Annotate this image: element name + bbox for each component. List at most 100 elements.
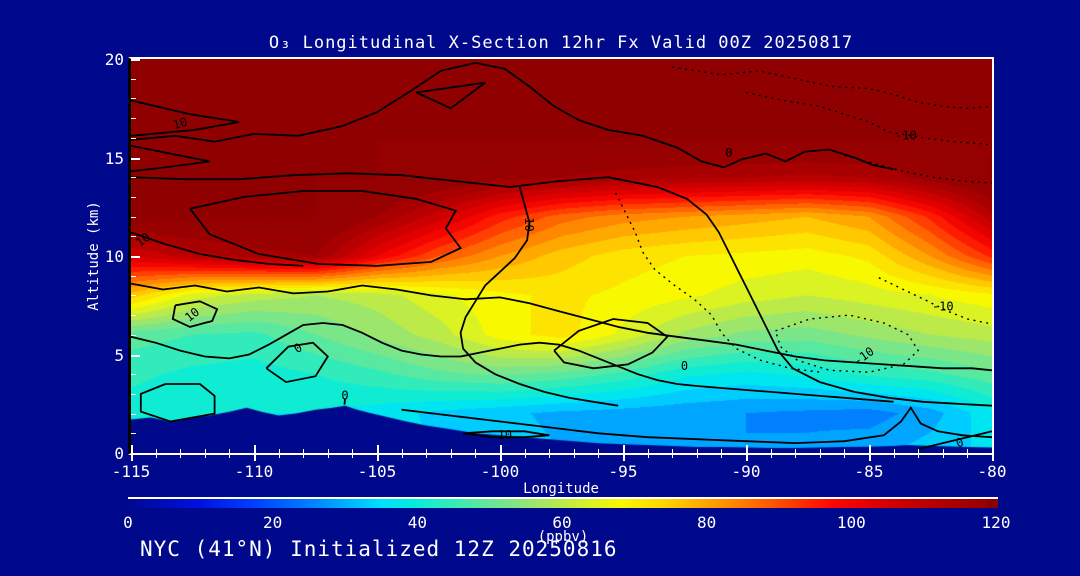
x-minor-tick — [426, 449, 428, 458]
contour-label: 0 — [341, 388, 348, 402]
x-minor-tick — [450, 449, 452, 458]
contour-label: 0 — [681, 359, 688, 373]
x-minor-tick — [819, 449, 821, 458]
contour-label: 10 — [522, 217, 536, 231]
run-info: NYC (41°N) Initialized 12Z 20250816 — [140, 537, 618, 561]
contour-label: 10 — [182, 305, 202, 325]
x-minor-tick — [721, 449, 723, 458]
contour-line-solid — [462, 430, 550, 439]
x-minor-tick — [180, 449, 182, 458]
contour-line-solid — [139, 383, 216, 423]
x-tick-label: -115 — [111, 462, 151, 481]
x-minor-tick — [204, 449, 206, 458]
x-major-tick — [500, 445, 502, 461]
y-minor-tick — [131, 295, 136, 297]
x-minor-tick — [598, 449, 600, 458]
colorbar-tick-label: 60 — [552, 513, 572, 532]
contour-line-solid — [171, 300, 219, 328]
x-minor-tick — [278, 449, 280, 458]
y-minor-tick — [131, 315, 136, 317]
x-minor-tick — [549, 449, 551, 458]
x-minor-tick — [303, 449, 305, 458]
y-minor-tick — [131, 78, 136, 80]
x-minor-tick — [475, 449, 477, 458]
colorbar-tick-label: 80 — [697, 513, 717, 532]
colorbar-tick-label: 40 — [407, 513, 427, 532]
contour-line-solid — [131, 322, 894, 403]
colorbar-unit-label: (ppbv) — [537, 529, 589, 545]
contour-label: -10 — [895, 128, 917, 142]
x-minor-tick — [401, 449, 403, 458]
contour-line-solid — [401, 406, 992, 445]
contour-line-dotted — [878, 277, 992, 326]
contour-line-solid — [131, 99, 240, 137]
x-minor-tick — [352, 449, 354, 458]
x-tick-label: -95 — [608, 462, 638, 481]
contour-line-dotted — [844, 154, 992, 184]
y-minor-tick — [131, 98, 136, 100]
contour-line-solid — [131, 144, 210, 173]
contour-line-solid — [131, 231, 304, 267]
x-tick-label: -105 — [357, 462, 397, 481]
contour-line-solid — [131, 172, 992, 407]
y-major-tick — [131, 157, 140, 160]
contour-line-solid — [553, 318, 669, 370]
x-minor-tick — [918, 449, 920, 458]
y-major-tick — [131, 354, 140, 357]
contour-label: -10 — [932, 300, 954, 314]
x-minor-tick — [647, 449, 649, 458]
contour-line-dotted — [672, 66, 992, 110]
y-minor-tick — [131, 216, 136, 218]
contour-line-dotted — [774, 314, 920, 373]
colorbar-tick-label: 100 — [836, 513, 866, 532]
y-minor-tick — [131, 236, 136, 238]
contour-label: 0 — [291, 340, 304, 356]
x-tick-label: -90 — [731, 462, 761, 481]
colorbar-tick-label: 20 — [263, 513, 283, 532]
colorbar — [128, 497, 998, 508]
y-minor-tick — [131, 334, 136, 336]
x-tick-label: -110 — [234, 462, 274, 481]
contour-label: 10 — [171, 115, 189, 132]
y-minor-tick — [131, 374, 136, 376]
x-major-tick — [254, 445, 256, 461]
x-minor-tick — [770, 449, 772, 458]
y-minor-tick — [131, 393, 136, 395]
y-major-tick — [131, 453, 140, 455]
contour-line-dotted — [614, 192, 820, 373]
contour-line-solid — [459, 186, 619, 407]
x-minor-tick — [229, 449, 231, 458]
x-major-tick — [623, 445, 625, 461]
colorbar-tick-label: 120 — [981, 513, 1011, 532]
x-minor-tick — [696, 449, 698, 458]
x-major-tick — [992, 445, 994, 461]
y-major-tick — [131, 59, 140, 61]
x-tick-label: -85 — [854, 462, 884, 481]
x-minor-tick — [327, 449, 329, 458]
contour-line-solid — [917, 430, 992, 450]
x-major-tick — [377, 445, 379, 461]
x-tick-label: -100 — [480, 462, 520, 481]
contour-line-solid — [343, 398, 346, 405]
contour-label: 10 — [133, 230, 153, 250]
x-minor-tick — [672, 449, 674, 458]
x-minor-tick — [573, 449, 575, 458]
x-minor-tick — [844, 449, 846, 458]
y-tick-label: 15 — [104, 148, 124, 168]
chart-title: O₃ Longitudinal X-Section 12hr Fx Valid … — [268, 33, 854, 53]
contour-label: 0 — [954, 435, 966, 451]
x-tick-label: -80 — [977, 462, 1007, 481]
x-major-tick — [746, 445, 748, 461]
contour-line-solid — [416, 81, 486, 110]
y-minor-tick — [131, 137, 136, 139]
x-axis-title: Longitude — [523, 481, 599, 497]
y-major-tick — [131, 256, 140, 258]
y-tick-label: 0 — [114, 444, 124, 463]
colorbar-tick-label: 0 — [123, 513, 133, 532]
contour-line-dotted — [745, 91, 992, 147]
x-minor-tick — [795, 449, 797, 458]
y-minor-tick — [131, 177, 136, 179]
y-minor-tick — [131, 413, 136, 415]
contour-label: 0 — [725, 146, 732, 160]
